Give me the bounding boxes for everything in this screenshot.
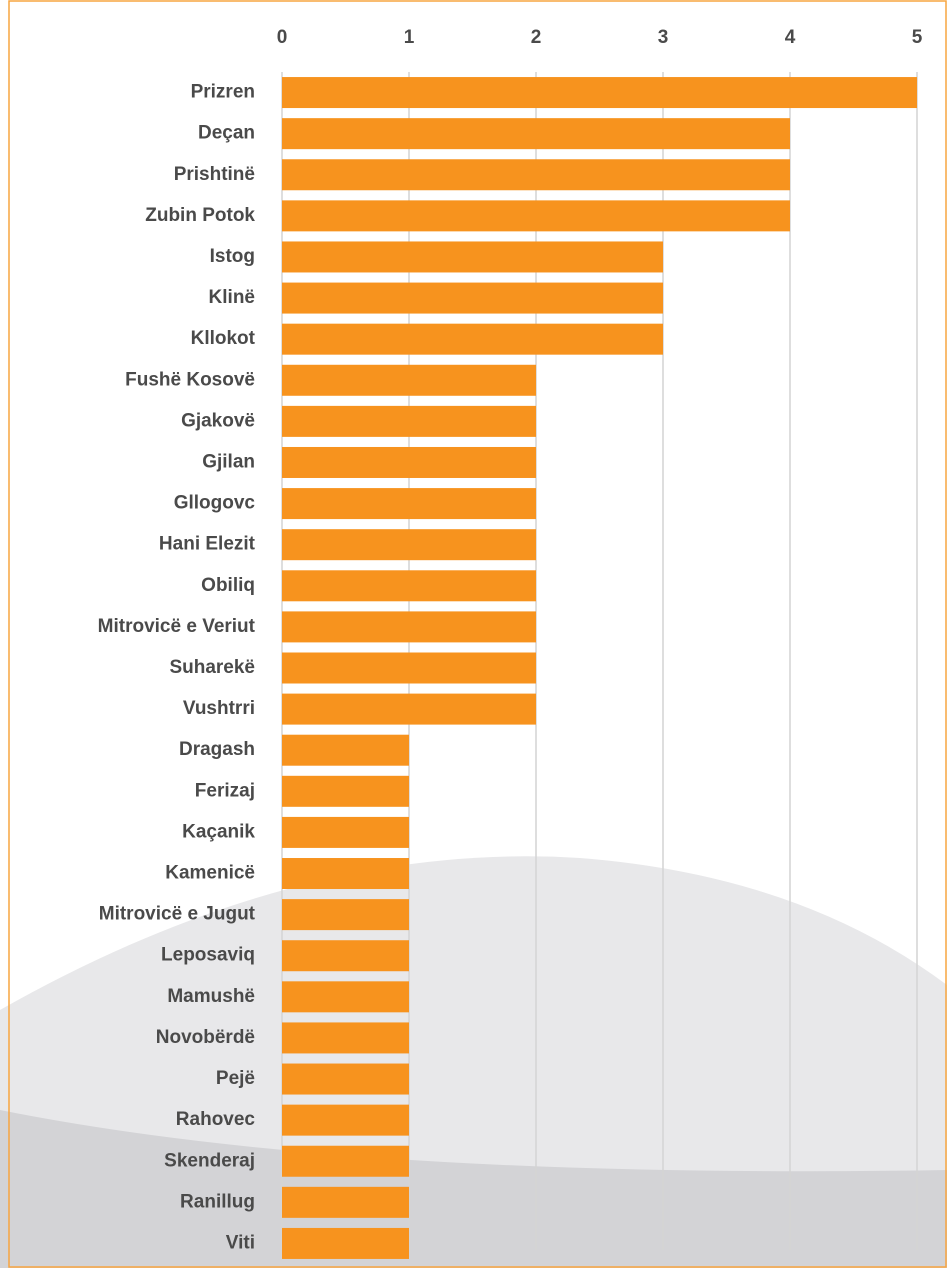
bar	[282, 1063, 409, 1095]
bar	[282, 775, 409, 807]
y-tick-label: Mamushë	[167, 986, 255, 1007]
y-tick-label: Gllogovc	[174, 493, 256, 514]
bar	[282, 652, 536, 684]
y-tick-label: Kllokot	[191, 328, 256, 349]
bar	[282, 159, 790, 191]
bar	[282, 570, 536, 602]
y-tick-label: Istog	[210, 246, 255, 267]
y-tick-label: Novobërdë	[156, 1027, 255, 1048]
x-tick-label: 3	[658, 27, 669, 48]
bar	[282, 816, 409, 848]
bar	[282, 282, 663, 314]
bar	[282, 1145, 409, 1177]
y-tick-label: Vushtrri	[183, 698, 255, 719]
y-tick-label: Viti	[226, 1232, 255, 1253]
x-tick-label: 4	[785, 27, 796, 48]
y-tick-label: Zubin Potok	[145, 205, 255, 226]
bar	[282, 1104, 409, 1136]
bar	[282, 364, 536, 396]
bar	[282, 1022, 409, 1054]
x-tick-label: 0	[277, 27, 288, 48]
y-tick-label: Gjilan	[202, 451, 255, 472]
y-tick-label: Kamenicë	[165, 863, 255, 884]
x-tick-label: 1	[404, 27, 415, 48]
bar	[282, 1227, 409, 1259]
y-tick-label: Fushë Kosovë	[125, 369, 255, 390]
y-tick-label: Deçan	[198, 123, 255, 144]
bar	[282, 611, 536, 643]
bar	[282, 899, 409, 931]
bar	[282, 405, 536, 437]
x-tick-label: 2	[531, 27, 542, 48]
y-tick-label: Skenderaj	[164, 1150, 255, 1171]
y-tick-label: Pejë	[216, 1068, 255, 1089]
y-tick-label: Ferizaj	[195, 780, 255, 801]
y-tick-label: Gjakovë	[181, 410, 255, 431]
y-tick-label: Hani Elezit	[159, 534, 256, 555]
y-tick-label: Dragash	[179, 739, 255, 760]
y-tick-label: Suharekë	[169, 657, 255, 678]
y-tick-label: Mitrovicë e Jugut	[99, 904, 256, 925]
y-tick-label: Klinë	[209, 287, 255, 308]
y-tick-label: Ranillug	[180, 1191, 255, 1212]
bar	[282, 241, 663, 273]
bar	[282, 323, 663, 355]
bar	[282, 446, 536, 478]
bar	[282, 940, 409, 972]
bar	[282, 693, 536, 725]
bar	[282, 858, 409, 890]
bar	[282, 981, 409, 1013]
x-tick-label: 5	[912, 27, 923, 48]
y-tick-label: Prizren	[191, 82, 255, 103]
bar	[282, 488, 536, 520]
background-wave	[0, 1110, 947, 1268]
y-tick-label: Obiliq	[201, 575, 255, 596]
bar	[282, 77, 917, 109]
bar	[282, 734, 409, 766]
y-tick-label: Leposaviq	[161, 945, 255, 966]
y-tick-label: Prishtinë	[174, 164, 255, 185]
y-tick-label: Kaçanik	[182, 821, 255, 842]
y-tick-label: Mitrovicë e Veriut	[98, 616, 256, 637]
bar	[282, 200, 790, 232]
frame	[8, 0, 947, 1268]
bar	[282, 529, 536, 561]
y-tick-label: Rahovec	[176, 1109, 256, 1130]
bar	[282, 118, 790, 150]
bar	[282, 1186, 409, 1218]
